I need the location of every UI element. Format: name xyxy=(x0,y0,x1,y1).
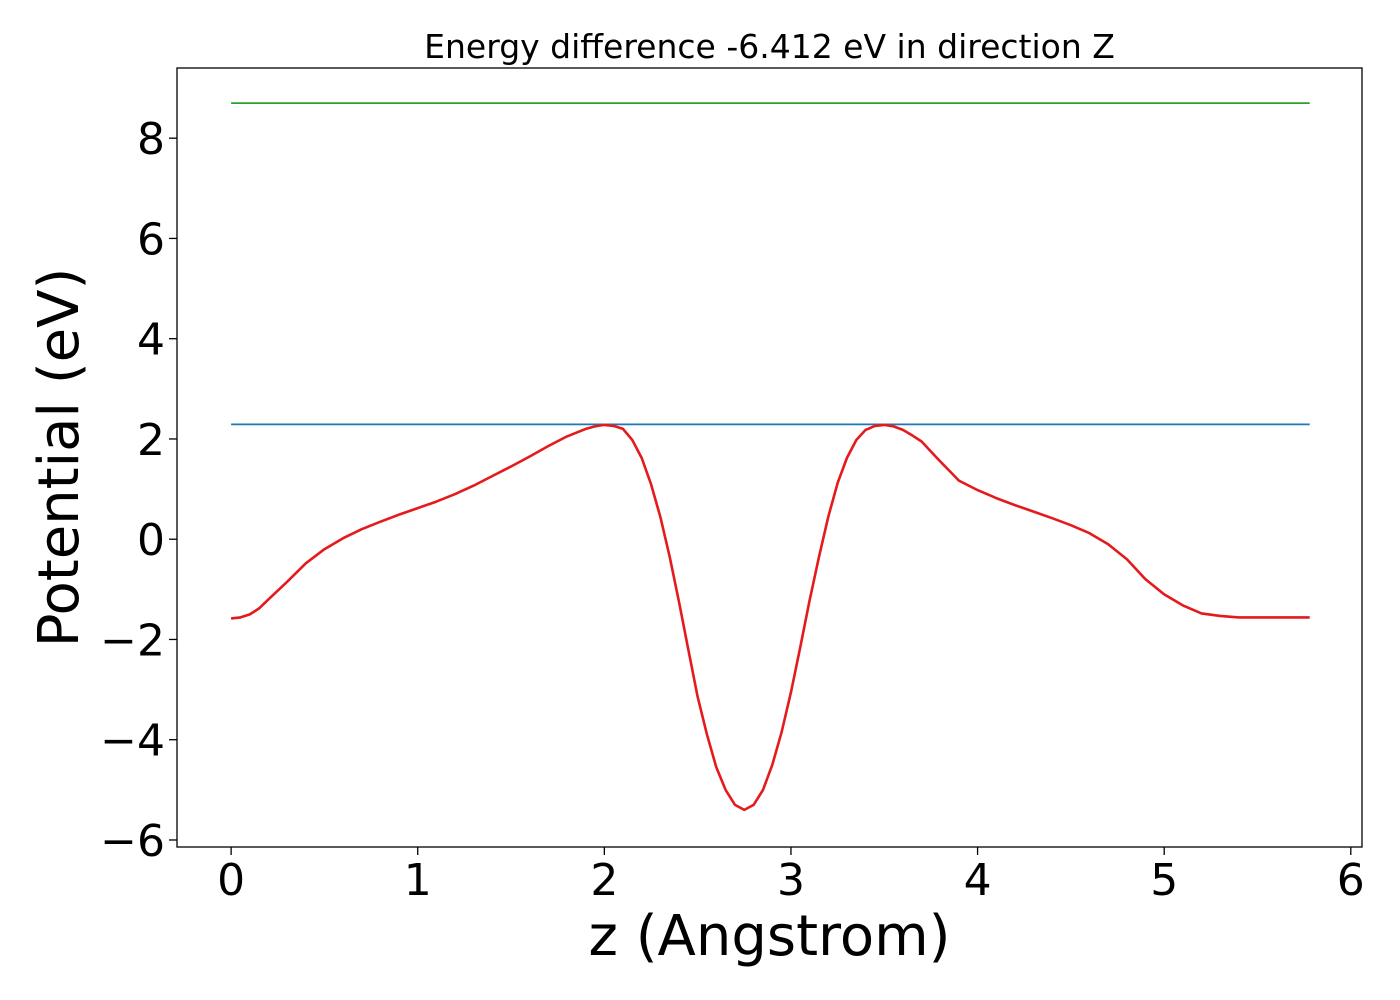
series-layer xyxy=(230,102,1310,812)
plot-frame xyxy=(176,67,1363,848)
y-tick-label: −4 xyxy=(100,716,165,767)
y-axis-label: Potential (eV) xyxy=(27,268,92,648)
y-tick-label: 0 xyxy=(137,515,165,566)
series-line-3 xyxy=(230,423,1310,812)
y-tick-label: 6 xyxy=(137,214,165,265)
x-tick-label: 4 xyxy=(964,855,992,906)
y-tick-label: −6 xyxy=(100,816,165,867)
y-tick-label: 8 xyxy=(137,114,165,165)
x-axis-ticks: 0 1 2 3 4 5 6 xyxy=(217,847,1365,906)
x-tick-label: 0 xyxy=(217,855,245,906)
x-tick-label: 1 xyxy=(404,855,432,906)
y-tick-label: −2 xyxy=(100,615,165,666)
y-axis-ticks: −6 −4 −2 0 2 4 6 8 xyxy=(100,114,177,867)
y-tick-label: 2 xyxy=(137,415,165,466)
x-tick-label: 3 xyxy=(777,855,805,906)
x-axis-label: z (Angstrom) xyxy=(589,904,951,969)
x-tick-label: 2 xyxy=(590,855,618,906)
chart-title: Energy difference -6.412 eV in direction… xyxy=(424,27,1115,66)
x-tick-label: 6 xyxy=(1337,855,1365,906)
y-tick-label: 4 xyxy=(137,315,165,366)
x-tick-label: 5 xyxy=(1150,855,1178,906)
